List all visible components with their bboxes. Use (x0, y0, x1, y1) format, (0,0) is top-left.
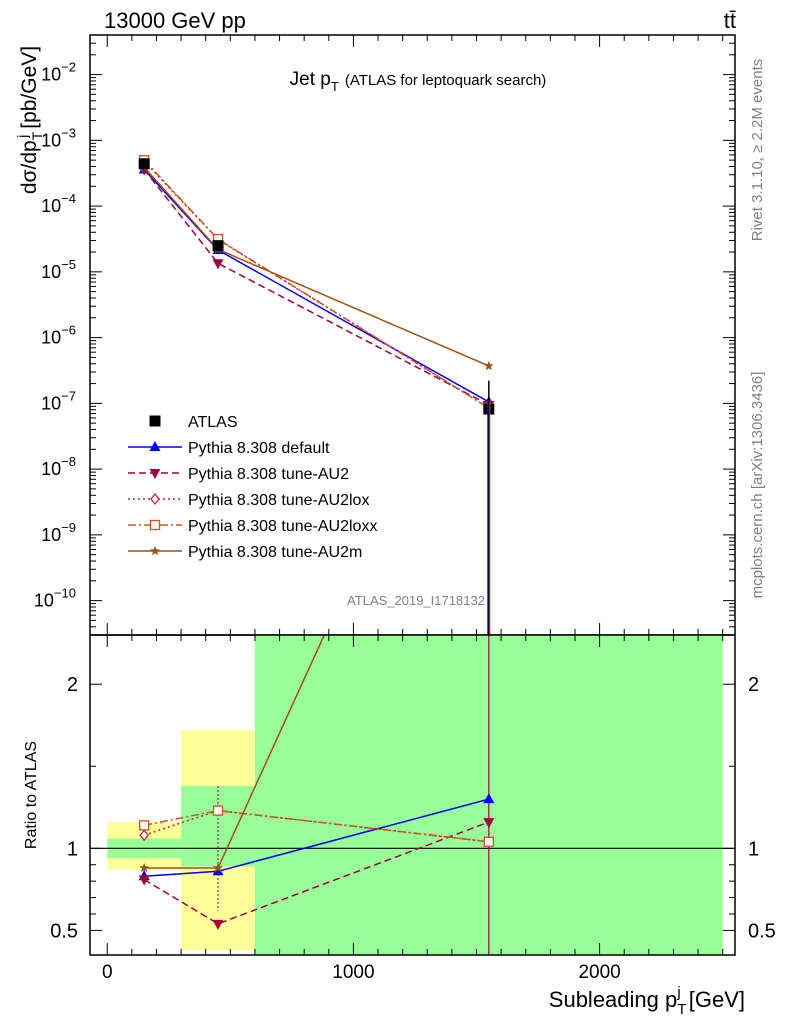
energy-label: 13000 GeV pp (104, 8, 246, 33)
ratio-point (139, 862, 150, 873)
y-tick-label: 10−4 (41, 191, 76, 216)
main-plot-area (138, 154, 495, 635)
y-tick-label: 10−9 (41, 520, 76, 545)
y-tick-exp: −6 (61, 323, 76, 338)
y-tick-label: 10−2 (41, 60, 76, 85)
legend-marker (150, 492, 160, 506)
series-line (143, 159, 490, 409)
y-axis-label: dσ/dpTj [pb/GeV] (14, 46, 45, 194)
y-tick-base: 10 (41, 328, 61, 348)
y-tick-exp: −5 (61, 257, 76, 272)
ratio-point (483, 818, 495, 829)
legend-label: Pythia 8.308 tune-AU2loxx (188, 518, 377, 535)
x-tick-label: 1000 (332, 962, 374, 983)
y-tick-label: 10−6 (41, 323, 76, 348)
ratio-y-label: Ratio to ATLAS (23, 741, 40, 849)
ratio-y-tick-label-right: 0.5 (748, 920, 776, 942)
rivet-label: Rivet 3.1.10, ≥ 2.2M events (749, 59, 766, 242)
y-tick-base: 10 (41, 262, 61, 282)
ratio-y-tick-label-right: 2 (748, 674, 759, 696)
ratio-panel: Ratio to ATLAS 0.5 0.5 1 1 2 2 0 1000 2000 Suble… (23, 634, 776, 1018)
y-tick-label: 10−10 (34, 586, 76, 611)
legend-marker (149, 415, 161, 427)
y-tick-exp: −7 (61, 388, 76, 403)
series-line (143, 169, 490, 406)
y-tick-base: 10 (41, 393, 61, 413)
y-tick-exp: −9 (61, 520, 76, 535)
ratio-point (139, 829, 149, 842)
x-axis-label: Subleading pTj [GeV] (549, 984, 745, 1018)
plot-title: Jet pT (ATLAS for leptoquark search) (290, 69, 547, 94)
y-tick-exp: −10 (54, 586, 76, 601)
mcplots-label: mcplots.cern.ch [arXiv:1306.3436] (749, 372, 766, 599)
ratio-y-tick-label-right: 1 (748, 838, 759, 860)
x-tick-label: 0 (102, 962, 113, 983)
legend-label: Pythia 8.308 default (188, 440, 330, 457)
series-line (143, 166, 490, 367)
legend-label: Pythia 8.308 tune-AU2lox (188, 492, 369, 509)
x-tick-label: 2000 (578, 962, 620, 983)
y-tick-label: 10−8 (41, 454, 76, 479)
y-tick-base: 10 (41, 65, 61, 85)
y-tick-exp: −4 (61, 191, 76, 206)
ratio-line (143, 809, 489, 843)
y-tick-base: 10 (41, 525, 61, 545)
ratio-y-tick-label: 0.5 (50, 920, 78, 942)
data-point (483, 403, 495, 415)
legend: ATLAS Pythia 8.308 default Pythia 8.308 tu… (128, 414, 377, 561)
ratio-point (483, 793, 495, 804)
ratio-point (213, 862, 223, 873)
y-tick-label: 10−7 (41, 388, 76, 413)
y-tick-label: 10−5 (41, 257, 76, 282)
y-tick-base: 10 (41, 130, 61, 150)
y-tick-base: 10 (34, 591, 54, 611)
y-tick-label: 10−3 (41, 125, 76, 150)
y-tick-base: 10 (41, 459, 61, 479)
legend-label: Pythia 8.308 tune-AU2 (188, 466, 349, 483)
series-point (483, 360, 494, 371)
legend-marker (149, 469, 161, 479)
ratio-y-tick-label: 2 (67, 674, 78, 696)
analysis-id: ATLAS_2019_I1718132 (347, 593, 485, 608)
ratio-y-tick-label: 1 (67, 838, 78, 860)
y-tick-exp: −2 (61, 60, 76, 75)
series-line (143, 169, 490, 403)
y-tick-base: 10 (41, 196, 61, 216)
ratio-point (212, 865, 224, 876)
legend-marker (149, 441, 161, 451)
y-tick-exp: −8 (61, 454, 76, 469)
process-label: tt̄ (724, 8, 736, 33)
ratio-plot-area (90, 635, 735, 955)
ratio-point (139, 820, 150, 831)
main-plot-frame (89, 34, 736, 636)
data-point (212, 240, 224, 252)
legend-label: ATLAS (188, 414, 238, 431)
ratio-line (143, 821, 490, 925)
legend-label: Pythia 8.308 tune-AU2m (188, 544, 362, 561)
series-point (212, 259, 224, 270)
ratio-point (138, 875, 150, 886)
legend-marker (150, 545, 160, 556)
data-point (138, 158, 150, 170)
y-tick-exp: −3 (61, 125, 76, 140)
ratio-point (212, 805, 224, 816)
legend-marker (149, 519, 161, 531)
main-plot-panel: Jet pT (ATLAS for leptoquark search) dσ/d… (14, 34, 736, 636)
ratio-ticks: 0.5 0.5 1 1 2 2 0 1000 2000 (50, 635, 776, 983)
ratio-plot-frame (89, 634, 736, 956)
ratio-point (483, 836, 494, 847)
series-line (143, 160, 490, 409)
ratio-point (212, 919, 224, 930)
